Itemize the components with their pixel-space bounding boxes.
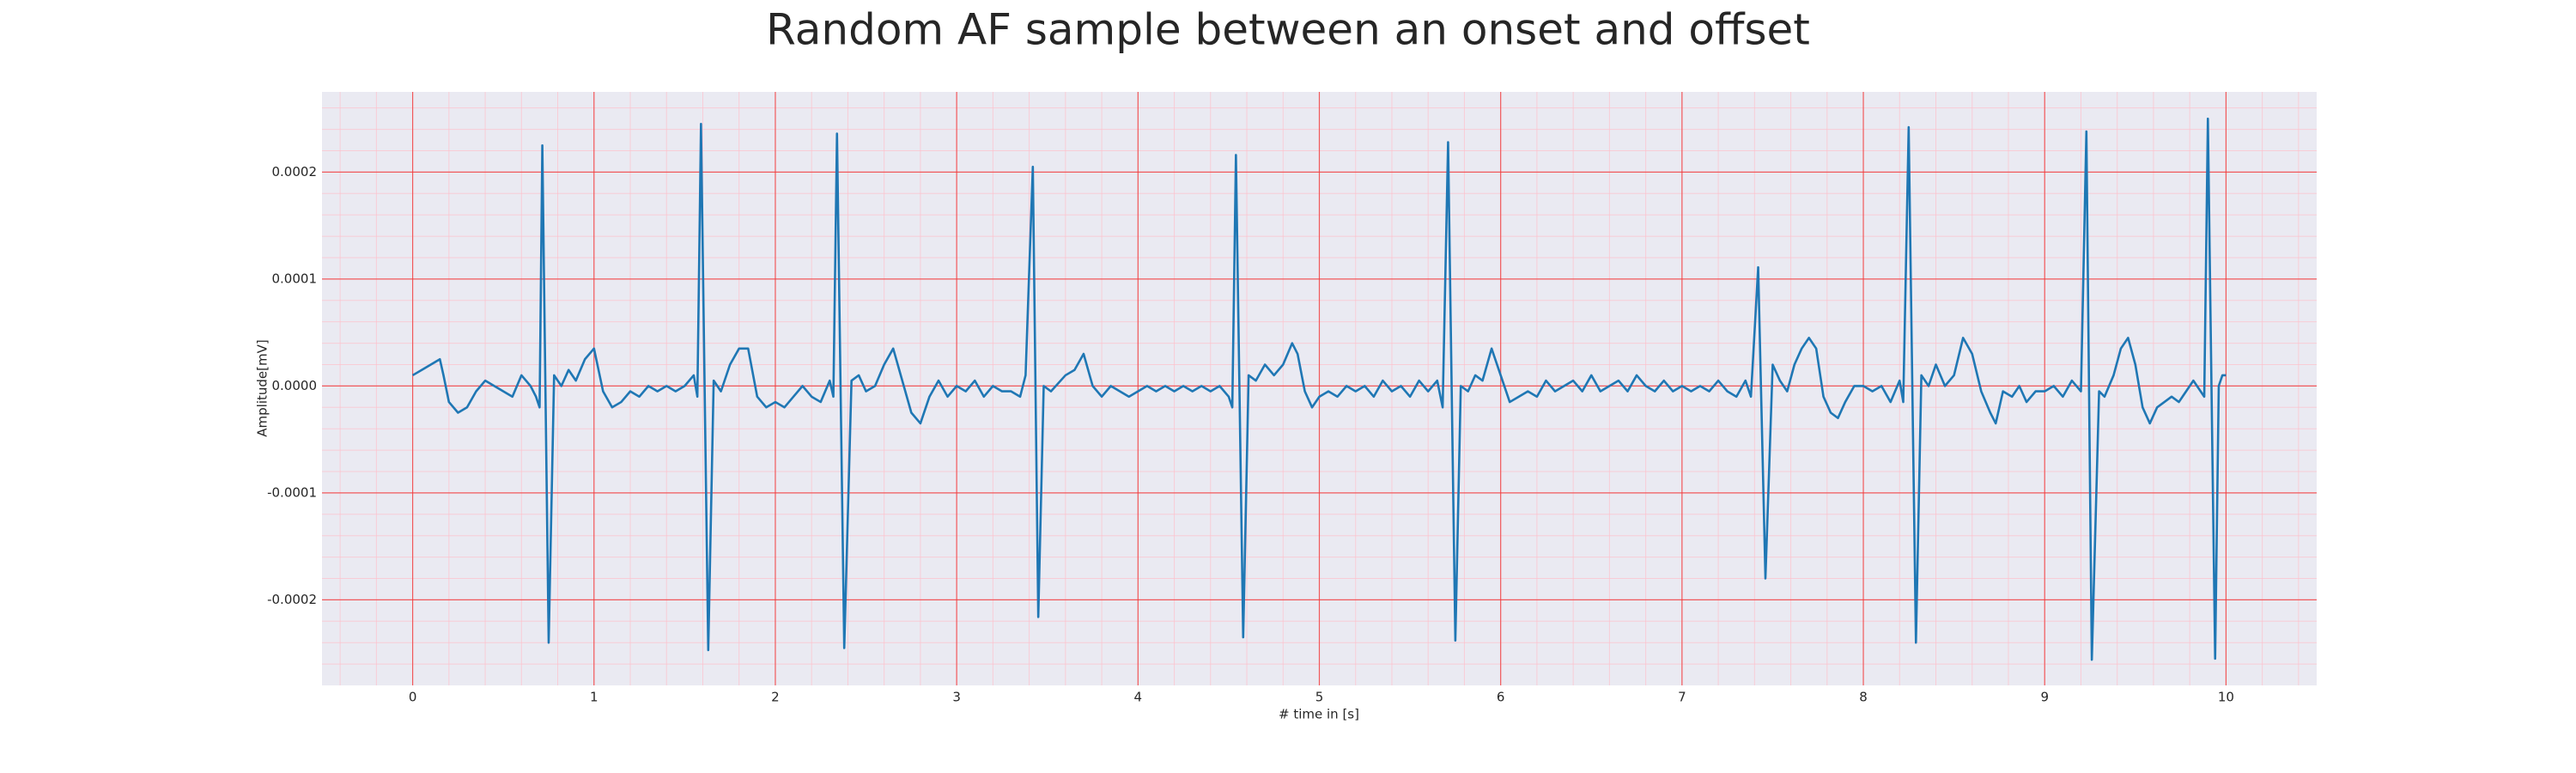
y-tick-label: 0.0002 xyxy=(272,164,318,180)
x-tick-label: 8 xyxy=(1859,690,1868,705)
y-tick-label: -0.0002 xyxy=(267,592,317,607)
x-tick-label: 1 xyxy=(590,690,598,705)
y-axis-label: Amplitude[mV] xyxy=(255,339,270,436)
x-tick-label: 2 xyxy=(771,690,780,705)
chart-title: Random AF sample between an onset and of… xyxy=(766,5,1810,55)
x-tick-label: 4 xyxy=(1134,690,1143,705)
x-tick-label: 7 xyxy=(1678,690,1686,705)
y-tick-label: 0.0000 xyxy=(272,378,318,393)
x-axis-label: # time in [s] xyxy=(1279,707,1359,722)
x-tick-label: 6 xyxy=(1497,690,1505,705)
ecg-line xyxy=(411,117,2227,661)
x-tick-label: 9 xyxy=(2040,690,2049,705)
x-tick-label: 3 xyxy=(952,690,961,705)
y-tick-label: 0.0001 xyxy=(272,271,318,286)
y-tick-label: -0.0001 xyxy=(267,484,317,500)
x-tick-label: 10 xyxy=(2218,690,2234,705)
x-tick-label: 0 xyxy=(409,690,417,705)
x-tick-label: 5 xyxy=(1315,690,1324,705)
